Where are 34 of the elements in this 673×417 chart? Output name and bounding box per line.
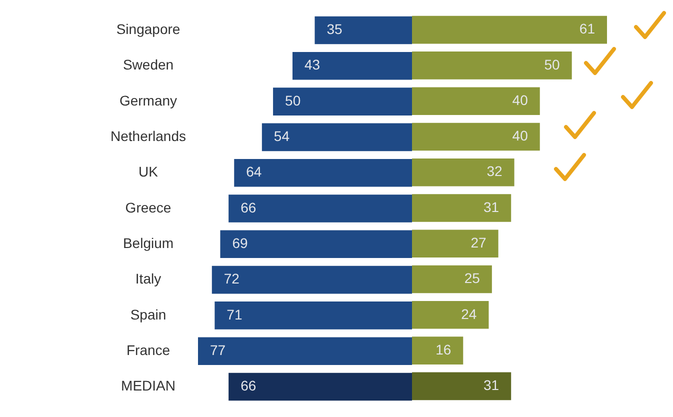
data-label: 66 bbox=[240, 199, 256, 216]
y-tick-label: MEDIAN bbox=[121, 378, 176, 394]
data-label: 40 bbox=[512, 128, 528, 144]
data-label: 64 bbox=[246, 164, 262, 180]
data-label: 24 bbox=[461, 306, 477, 322]
data-label: 43 bbox=[304, 56, 320, 73]
y-tick-label: UK bbox=[138, 164, 159, 180]
y-tick-label: France bbox=[126, 342, 170, 358]
data-label: 31 bbox=[484, 198, 500, 215]
data-label: 61 bbox=[579, 20, 596, 37]
data-label: 77 bbox=[210, 342, 226, 358]
data-label: 69 bbox=[232, 235, 248, 252]
y-tick-label: Greece bbox=[125, 199, 172, 216]
data-label: 25 bbox=[464, 270, 480, 286]
data-label: 50 bbox=[544, 56, 560, 72]
data-label: 71 bbox=[226, 306, 242, 322]
data-label: 31 bbox=[484, 377, 500, 394]
data-label: 72 bbox=[224, 270, 240, 287]
data-label: 16 bbox=[436, 341, 452, 358]
data-label: 54 bbox=[274, 128, 290, 144]
data-label: 66 bbox=[240, 378, 256, 394]
data-label: 50 bbox=[285, 92, 301, 108]
y-tick-label: Netherlands bbox=[110, 128, 186, 144]
y-tick-label: Sweden bbox=[122, 56, 174, 73]
bar bbox=[412, 336, 464, 364]
data-label: 40 bbox=[512, 92, 528, 108]
y-tick-label: Italy bbox=[135, 270, 162, 287]
y-tick-label: Germany bbox=[119, 92, 178, 108]
data-label: 27 bbox=[470, 234, 487, 250]
data-label: 35 bbox=[326, 21, 343, 38]
y-tick-label: Singapore bbox=[116, 21, 180, 38]
y-tick-label: Spain bbox=[130, 306, 166, 322]
y-tick-label: Belgium bbox=[122, 235, 174, 252]
data-label: 32 bbox=[486, 163, 503, 180]
